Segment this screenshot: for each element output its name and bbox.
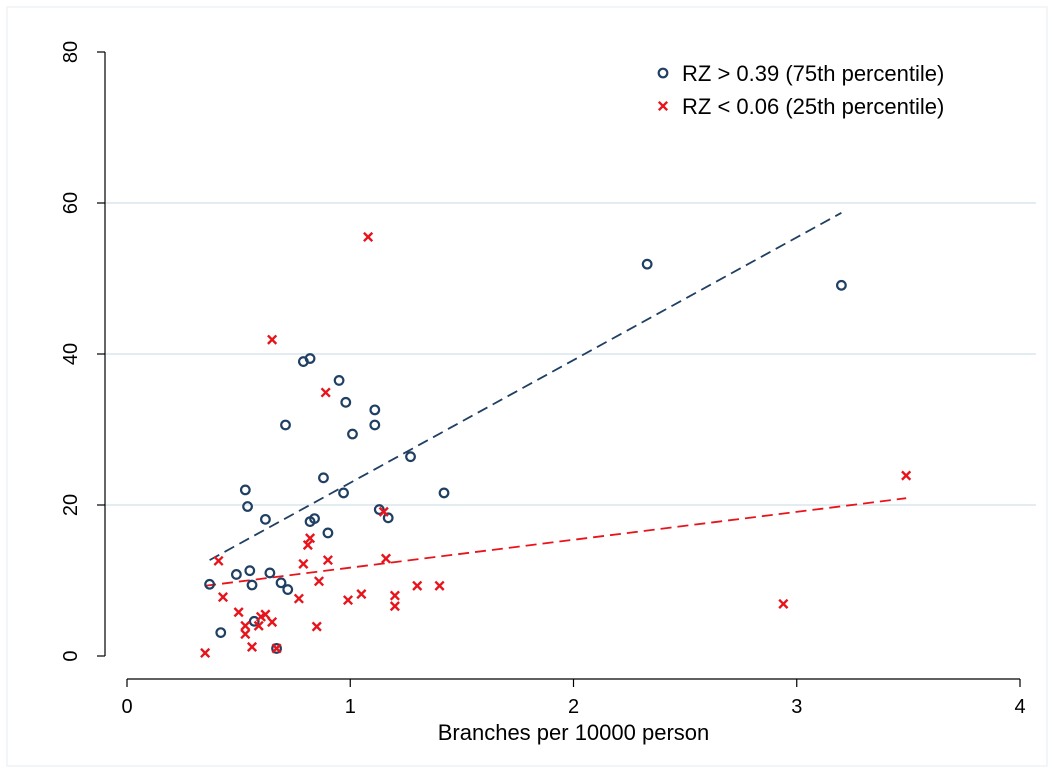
y-tick-label: 40 [60,343,82,365]
circle-point-series-1 [215,627,227,638]
x-tick-label: 2 [568,696,579,718]
y-tick-label: 60 [60,192,82,214]
circle-point-series-1 [239,484,251,496]
circle-point-series-1 [836,279,847,291]
grid-lines [104,202,1036,506]
x-point-series-2 [233,607,244,618]
x-point-series-2 [200,647,211,659]
x-point-series-2 [305,533,316,544]
circle-point-series-1 [244,565,256,577]
circle-point-series-1 [248,615,260,627]
x-point-series-2 [378,506,389,517]
x-point-series-2 [271,643,282,654]
x-point-series-2 [217,592,229,603]
x-point-series-2 [246,641,258,652]
circle-point-series-1 [347,428,358,440]
circle-point-series-1 [338,487,349,499]
circle-point-series-1 [405,451,416,463]
x-tick-label: 0 [121,696,132,718]
x-point-series-2 [901,470,912,481]
x-tick-label: 4 [1014,696,1025,718]
circle-point-series-1 [322,527,334,539]
circle-point-series-1 [271,643,282,654]
x-point-series-2 [298,558,309,569]
x-point-series-2 [267,334,278,345]
x-tick-label: 3 [791,696,802,718]
x-point-series-2 [412,580,423,591]
data-points [200,231,912,659]
x-point-series-2 [240,629,251,640]
x-point-series-2 [313,576,325,587]
legend-marker-2 [657,100,669,112]
outer-frame [6,6,1048,767]
x-point-series-2 [260,609,271,620]
legend: RZ > 0.39 (75th percentile) RZ < 0.06 (25… [657,61,944,119]
x-point-series-2 [213,555,224,566]
circle-point-series-1 [333,375,345,386]
circle-point-series-1 [369,419,381,431]
circle-point-series-1 [264,567,276,579]
x-point-series-2 [253,620,264,631]
fit-line-series-1 [209,212,842,561]
circle-point-series-1 [304,353,316,364]
circle-point-series-1 [641,258,653,270]
circle-point-series-1 [309,513,320,524]
x-point-series-2 [320,387,331,398]
y-tick-label: 0 [60,650,82,661]
legend-label-2: RZ < 0.06 (25th percentile) [682,94,944,119]
x-point-series-2 [342,595,354,606]
x-axis-title: Branches per 10000 person [438,720,710,745]
x-point-series-2 [356,589,367,600]
x-point-series-2 [363,231,374,243]
x-point-series-2 [389,590,400,601]
circle-point-series-1 [369,404,381,416]
x-point-series-2 [302,539,313,551]
x-point-series-2 [293,593,304,604]
x-point-series-2 [240,620,251,631]
circle-point-series-1 [260,513,271,525]
x-point-series-2 [267,616,278,628]
circle-point-series-1 [246,579,258,591]
y-tick-label: 20 [60,494,82,516]
x-point-series-2 [380,553,392,564]
circle-point-series-1 [282,584,294,595]
circle-point-series-1 [242,501,253,512]
fit-lines [205,212,907,587]
x-point-series-2 [322,555,333,566]
circle-point-series-1 [275,577,287,589]
circle-point-series-1 [340,396,352,408]
x-point-series-2 [389,601,400,612]
circle-point-series-1 [230,569,242,580]
circle-point-series-1 [204,578,216,590]
axes: 0 20 40 60 80 0 1 2 3 4 Branches per 10000 person [60,41,1026,745]
circle-point-series-1 [318,472,329,484]
circle-point-series-1 [438,487,450,499]
x-point-series-2 [434,580,445,591]
x-tick-label: 1 [345,696,356,718]
x-point-series-2 [778,598,789,609]
circle-point-series-1 [373,504,385,515]
fit-line-series-2 [205,497,907,587]
legend-label-1: RZ > 0.39 (75th percentile) [682,61,944,86]
y-tick-label: 80 [60,41,82,63]
x-point-series-2 [311,621,322,632]
legend-marker-1 [657,67,669,79]
circle-point-series-1 [280,419,291,431]
circle-point-series-1 [382,512,394,524]
